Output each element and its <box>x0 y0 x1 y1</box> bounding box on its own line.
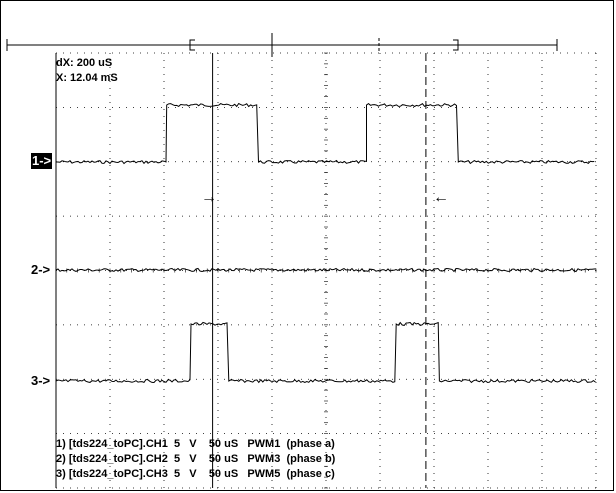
cursor-arrow-right: → <box>201 189 217 206</box>
legend-ch1: 1) [tds224_toPC].CH1 5 V 50 uS PWM1 (pha… <box>56 438 335 450</box>
channel-1-marker[interactable]: 1-> <box>31 153 53 169</box>
channel-2-marker[interactable]: 2-> <box>31 262 51 277</box>
cursor-arrow-left: ← <box>433 189 449 206</box>
trace-pwm5 <box>55 321 596 384</box>
timebase-bar <box>6 33 558 57</box>
channel-3-marker[interactable]: 3-> <box>31 373 51 388</box>
timebase-window-left-bracket <box>189 39 195 51</box>
timebase-window-right-bracket <box>453 39 459 51</box>
legend-ch3: 3) [tds224_toPC].CH3 5 V 50 uS PWM5 (pha… <box>56 468 335 480</box>
x-readout: X: 12.04 mS <box>56 72 118 84</box>
trace-pwm3 <box>55 267 597 273</box>
cursor-group[interactable] <box>212 53 427 488</box>
dx-readout: dX: 200 uS <box>56 57 113 69</box>
trace-pwm1 <box>56 102 595 165</box>
trace-group <box>55 102 597 384</box>
legend-ch2: 2) [tds224_toPC].CH2 5 V 50 uS PWM3 (pha… <box>56 453 336 465</box>
